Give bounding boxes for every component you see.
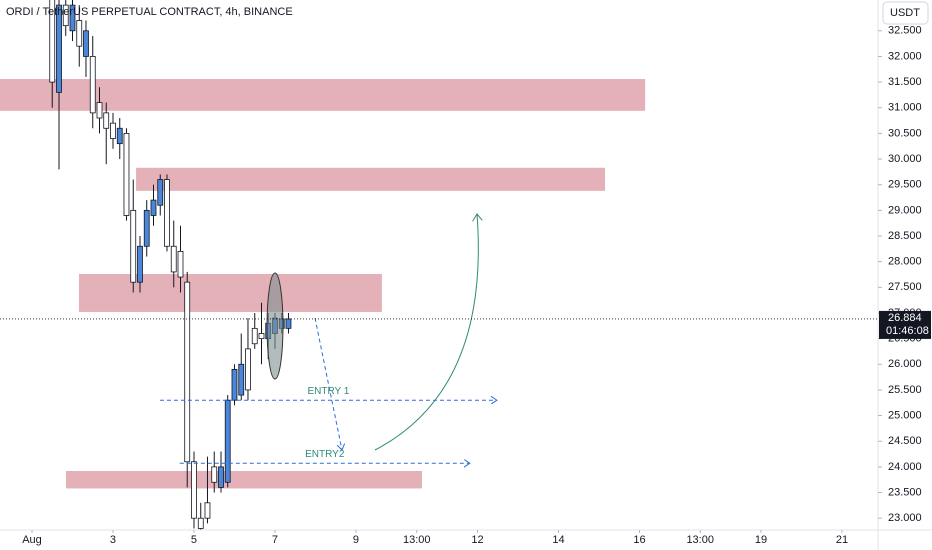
last-price-label: 26.884: [888, 312, 922, 324]
candle-body: [245, 348, 251, 391]
y-tick-label: 29.000: [888, 204, 922, 216]
candle-body: [83, 30, 89, 57]
y-tick-label: 24.500: [888, 435, 922, 447]
x-tick-label: Aug: [22, 534, 42, 546]
candle-body: [218, 466, 224, 488]
y-tick-label: 32.500: [888, 25, 922, 37]
chart-title: ORDI / TetherUS PERPETUAL CONTRACT, 4h, …: [6, 6, 293, 18]
x-tick-label: 14: [552, 534, 564, 546]
candle-body: [137, 245, 143, 283]
candles: [49, 0, 292, 530]
y-tick-label: 30.000: [888, 153, 922, 165]
zone: [78, 273, 382, 312]
candle-body: [96, 102, 103, 119]
zone: [0, 79, 646, 111]
candle-body: [197, 517, 204, 529]
zones: [0, 79, 646, 489]
y-tick-label: 26.000: [888, 358, 922, 370]
zone: [136, 167, 606, 191]
candle-body: [56, 4, 62, 93]
highlight-ellipse: [266, 272, 284, 380]
candle-body: [157, 179, 164, 206]
candle-body: [211, 466, 218, 483]
currency-label[interactable]: USDT: [890, 7, 920, 19]
y-tick-label: 24.000: [888, 461, 922, 473]
x-tick-label: 13:00: [686, 534, 714, 546]
x-tick-label: 5: [191, 534, 197, 546]
candle-body: [150, 199, 157, 216]
y-tick-label: 27.500: [888, 281, 922, 293]
y-tick-label: 31.000: [888, 102, 922, 114]
candle-body: [191, 461, 197, 519]
candle-body: [258, 333, 265, 340]
candle-body: [89, 56, 96, 114]
entry-label: ENTRY2: [305, 449, 345, 460]
candle-body: [69, 4, 76, 32]
x-tick-label: 9: [353, 534, 359, 546]
candle-body: [143, 209, 150, 247]
x-tick-label: 3: [110, 534, 116, 546]
candle-body: [103, 112, 110, 129]
candle-body: [76, 20, 83, 47]
x-tick-label: 19: [755, 534, 767, 546]
y-tick-label: 25.500: [888, 384, 922, 396]
y-tick-label: 23.500: [888, 486, 922, 498]
x-tick-label: 13:00: [403, 534, 431, 546]
x-tick-label: 12: [471, 534, 483, 546]
countdown-label: 01:46:08: [886, 325, 929, 337]
candle-body: [238, 363, 245, 396]
candle-body: [164, 179, 170, 247]
candle-body: [251, 327, 258, 345]
y-tick-label: 31.500: [888, 76, 922, 88]
candle-body: [231, 369, 238, 401]
axes: 32.500 32.000 31.500 31.000 30.500 30.000 29.5…: [0, 25, 931, 546]
candle-body: [62, 4, 69, 27]
x-tick-label: 7: [272, 534, 278, 546]
y-tick-label: 30.500: [888, 127, 922, 139]
candle-body: [123, 132, 130, 216]
annotations: ENTRY 1 ENTRY2: [159, 214, 497, 463]
currency-button[interactable]: [882, 1, 929, 25]
candle-body: [285, 318, 292, 329]
projection-arrow: [314, 317, 342, 450]
x-tick-label: 16: [633, 534, 645, 546]
y-tick-label: 25.000: [888, 409, 922, 421]
candle-body: [49, 0, 56, 83]
x-tick-label: 21: [836, 534, 848, 546]
y-tick-label: 32.000: [888, 50, 922, 62]
entry-label: ENTRY 1: [308, 386, 350, 397]
candle-body: [224, 399, 231, 483]
zone: [66, 470, 422, 489]
candle-body: [116, 127, 123, 145]
target-arrow: [374, 214, 478, 451]
y-tick-label: 28.000: [888, 256, 922, 268]
candle-body: [130, 209, 137, 283]
candle-body: [177, 251, 184, 278]
candle-body: [170, 245, 177, 273]
candle-body: [184, 281, 191, 463]
y-tick-label: 23.000: [888, 512, 922, 524]
last-price-box: [879, 310, 931, 339]
candle-body: [110, 122, 116, 139]
y-tick-label: 29.500: [888, 179, 922, 191]
candle-body: [204, 502, 211, 519]
y-tick-label: 28.500: [888, 230, 922, 242]
